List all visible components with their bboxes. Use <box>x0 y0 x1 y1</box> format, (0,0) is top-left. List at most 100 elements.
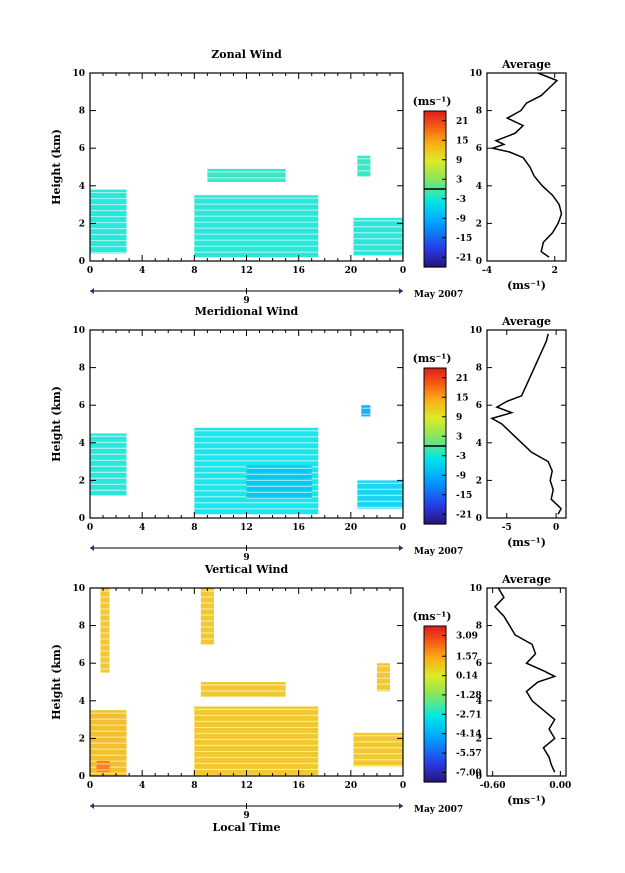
average-x-tick-label: -0.60 <box>480 781 506 791</box>
y-tick-label: 10 <box>72 584 85 594</box>
x-axis-label: Local Time <box>213 821 281 834</box>
average-y-tick-label: 10 <box>469 326 482 336</box>
heatmap-cell <box>90 433 127 496</box>
average-y-tick-label: 2 <box>476 734 482 744</box>
colorbar-swatch <box>424 411 446 415</box>
colorbar-swatch <box>424 764 446 768</box>
colorbar-swatch <box>424 475 446 479</box>
colorbar-swatch <box>424 375 446 379</box>
colorbar-swatch <box>424 691 446 695</box>
colorbar-swatch <box>424 394 446 398</box>
colorbar-swatch <box>424 472 446 476</box>
colorbar-swatch <box>424 237 446 241</box>
date-suffix: May 2007 <box>414 547 463 557</box>
colorbar-swatch <box>424 467 446 471</box>
date-bar-start <box>90 803 94 809</box>
colorbar-swatch <box>424 201 446 205</box>
average-y-tick-label: 0 <box>476 257 482 267</box>
colorbar-tick-label: 15 <box>456 393 469 403</box>
average-frame <box>486 72 567 262</box>
average-y-tick-label: 4 <box>476 439 482 449</box>
average-profile-line <box>489 333 563 515</box>
average-y-tick-label: 10 <box>469 69 482 79</box>
colorbar-swatch <box>424 743 446 747</box>
colorbar-swatch <box>424 262 446 266</box>
colorbar-swatch <box>424 463 446 467</box>
colorbar-swatch <box>424 633 446 637</box>
colorbar-tick-label: -3 <box>456 452 466 462</box>
colorbar-swatch <box>424 206 446 210</box>
y-tick-label: 4 <box>79 182 85 192</box>
colorbar-swatch <box>424 380 446 384</box>
y-tick-label: 8 <box>79 107 85 117</box>
colorbar-swatch <box>424 443 446 447</box>
colorbar-swatch <box>424 228 446 232</box>
colorbar-swatch <box>424 718 446 722</box>
average-y-tick-label: 8 <box>476 622 482 632</box>
colorbar-swatch <box>424 132 446 136</box>
colorbar-swatch <box>424 235 446 239</box>
x-tick-label: 12 <box>240 523 253 533</box>
colorbar-swatch <box>424 377 446 381</box>
average-y-tick-label: 8 <box>476 107 482 117</box>
heatmap-field <box>90 588 403 777</box>
y-axis-label: Height (km) <box>50 386 63 462</box>
x-tick-label: 0 <box>400 266 406 276</box>
colorbar-swatch <box>424 162 446 166</box>
colorbar-swatch <box>424 220 446 224</box>
colorbar-swatch <box>424 519 446 523</box>
colorbar-swatch <box>424 686 446 690</box>
colorbar-tick-label: -9 <box>456 471 466 481</box>
colorbar-tick-label: 1.57 <box>456 652 478 662</box>
heatmap-cell <box>246 465 312 500</box>
colorbar-tick-label: -9 <box>456 214 466 224</box>
colorbar-swatch <box>424 436 446 440</box>
average-title: Average <box>501 573 551 586</box>
colorbar-tick-label: 21 <box>456 117 469 127</box>
colorbar-swatch <box>424 242 446 246</box>
heatmap-field <box>90 155 403 258</box>
colorbar-swatch <box>424 706 446 710</box>
colorbar-swatch <box>424 640 446 644</box>
colorbar-swatch <box>424 128 446 132</box>
colorbar-swatch <box>424 264 446 268</box>
colorbar-swatch <box>424 747 446 751</box>
colorbar-swatch <box>424 433 446 437</box>
x-tick-label: 12 <box>240 781 253 791</box>
colorbar-swatch <box>424 728 446 732</box>
x-tick-label: 0 <box>87 781 93 791</box>
colorbar-tick-label: 21 <box>456 374 469 384</box>
colorbar-swatch <box>424 755 446 759</box>
colorbar-swatch <box>424 115 446 119</box>
average-profile-line <box>493 587 557 773</box>
colorbar-swatch <box>424 757 446 761</box>
average-profile-line <box>489 72 563 258</box>
average-y-tick-label: 0 <box>476 514 482 524</box>
average-unit: (ms⁻¹) <box>507 536 546 549</box>
colorbar-swatch <box>424 645 446 649</box>
colorbar-swatch <box>424 404 446 408</box>
colorbar-swatch <box>424 152 446 156</box>
date-bar-start <box>90 545 94 551</box>
y-axis-label: Height (km) <box>50 129 63 205</box>
colorbar-swatch <box>424 460 446 464</box>
colorbar-swatch <box>424 382 446 386</box>
colorbar-swatch <box>424 208 446 212</box>
colorbar-swatch <box>424 674 446 678</box>
y-tick-label: 2 <box>79 734 85 744</box>
date-label: 9 <box>243 296 249 306</box>
x-tick-label: 20 <box>345 266 358 276</box>
colorbar-swatch <box>424 147 446 151</box>
colorbar-swatch <box>424 521 446 525</box>
date-bar-start <box>90 288 94 294</box>
colorbar-swatch <box>424 414 446 418</box>
average-unit: (ms⁻¹) <box>507 794 546 807</box>
x-tick-label: 20 <box>345 523 358 533</box>
colorbar-swatch <box>424 740 446 744</box>
colorbar-swatch <box>424 191 446 195</box>
colorbar-swatch <box>424 198 446 202</box>
colorbar-swatch <box>424 470 446 474</box>
colorbar-swatch <box>424 725 446 729</box>
colorbar-swatch <box>424 446 446 450</box>
colorbar-swatch <box>424 431 446 435</box>
